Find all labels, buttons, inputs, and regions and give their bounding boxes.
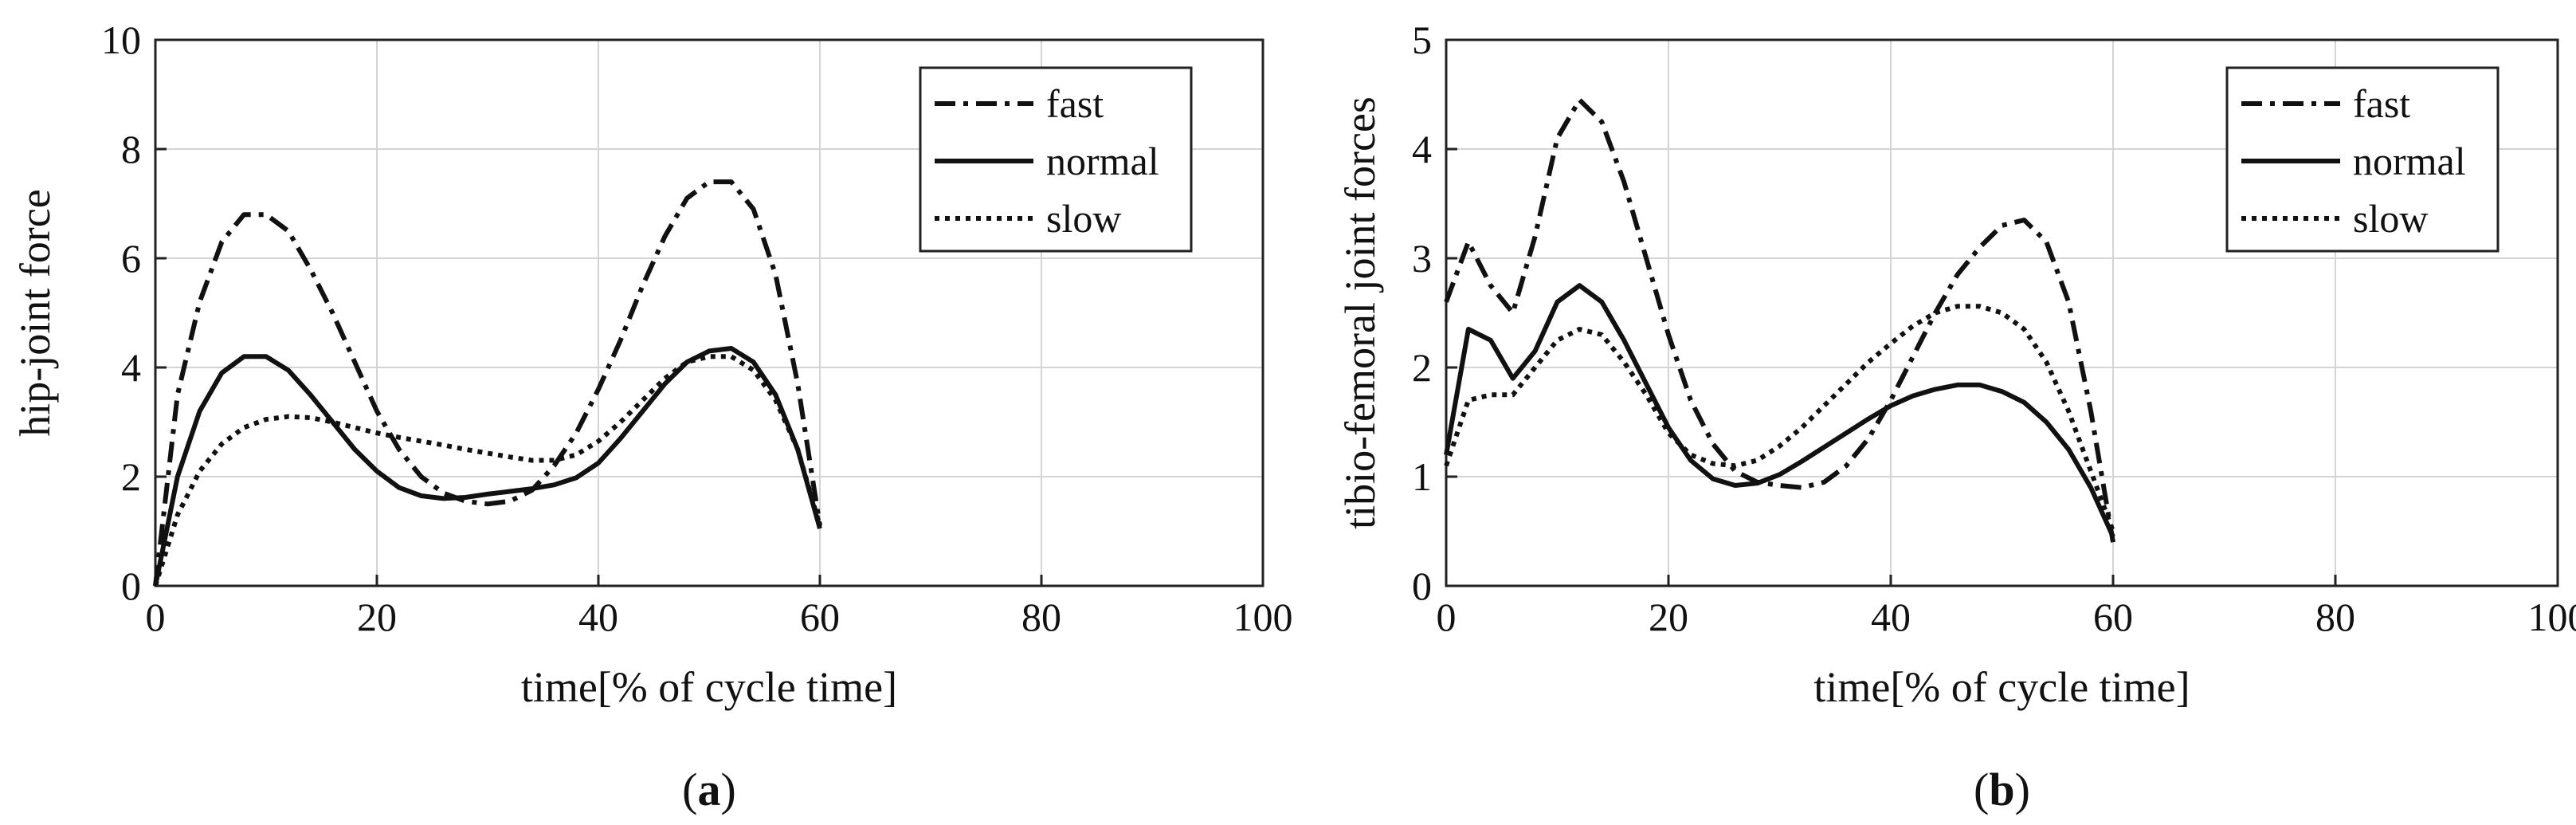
- series-line-slow: [1444, 304, 2115, 532]
- chart-panel-a: 0 20 40 60 80 100 0 2 4 6 8 10 time[% of cycle time]…: [11, 18, 1293, 815]
- y-tick-label: 1: [1412, 454, 1432, 499]
- x-axis-label: time[% of cycle time]: [1813, 663, 2190, 711]
- legend-label-fast: fast: [1046, 81, 1104, 126]
- x-tick-label: 80: [2315, 595, 2355, 639]
- series-line-fast: [153, 179, 822, 587]
- x-tick-label: 100: [1233, 595, 1293, 639]
- y-tick-label: 5: [1412, 18, 1432, 62]
- axes-frame: [154, 38, 1264, 587]
- panel-label: (a): [682, 764, 736, 815]
- y-tick-label: 0: [121, 564, 141, 608]
- legend: fast normal slow: [919, 66, 1193, 253]
- x-tick-label: 60: [800, 595, 840, 639]
- axes-frame: [1445, 38, 2559, 587]
- legend-label-fast: fast: [2353, 81, 2410, 126]
- y-tick-label: 2: [1412, 345, 1432, 390]
- legend: fast normal slow: [2225, 66, 2500, 253]
- y-tick-label: 3: [1412, 236, 1432, 281]
- y-tick-label: 2: [121, 454, 141, 499]
- y-tick-label: 4: [121, 345, 141, 390]
- y-axis-label: hip-joint force: [11, 189, 59, 436]
- y-tick-label: 8: [121, 127, 141, 171]
- y-tick-label: 6: [121, 236, 141, 281]
- legend-label-normal: normal: [2353, 139, 2466, 183]
- x-tick-label: 0: [146, 595, 166, 639]
- panel-label: (b): [1974, 764, 2030, 815]
- x-tick-label: 20: [357, 595, 397, 639]
- series-line-normal: [153, 346, 822, 587]
- legend-label-slow: slow: [1046, 196, 1121, 241]
- y-tick-label: 4: [1412, 127, 1432, 171]
- legend-label-slow: slow: [2353, 196, 2428, 241]
- x-tick-label: 20: [1649, 595, 1688, 639]
- series-line-slow: [153, 354, 822, 587]
- x-tick-label: 80: [1021, 595, 1061, 639]
- x-tick-label: 40: [1871, 595, 1911, 639]
- x-tick-label: 60: [2093, 595, 2133, 639]
- legend-label-normal: normal: [1046, 139, 1159, 183]
- series-line-normal: [1444, 283, 2115, 538]
- x-axis-label: time[% of cycle time]: [521, 663, 897, 711]
- y-tick-label: 10: [101, 18, 141, 62]
- x-tick-label: 40: [578, 595, 618, 639]
- x-tick-label: 0: [1437, 595, 1457, 639]
- chart-panel-b: 0 20 40 60 80 100 0 1 2 3 4 5 time[% of cycle time] t…: [1336, 18, 2576, 815]
- y-tick-label: 0: [1412, 564, 1432, 608]
- x-tick-label: 100: [2528, 595, 2576, 639]
- y-axis-label: tibio-femoral joint forces: [1336, 96, 1384, 529]
